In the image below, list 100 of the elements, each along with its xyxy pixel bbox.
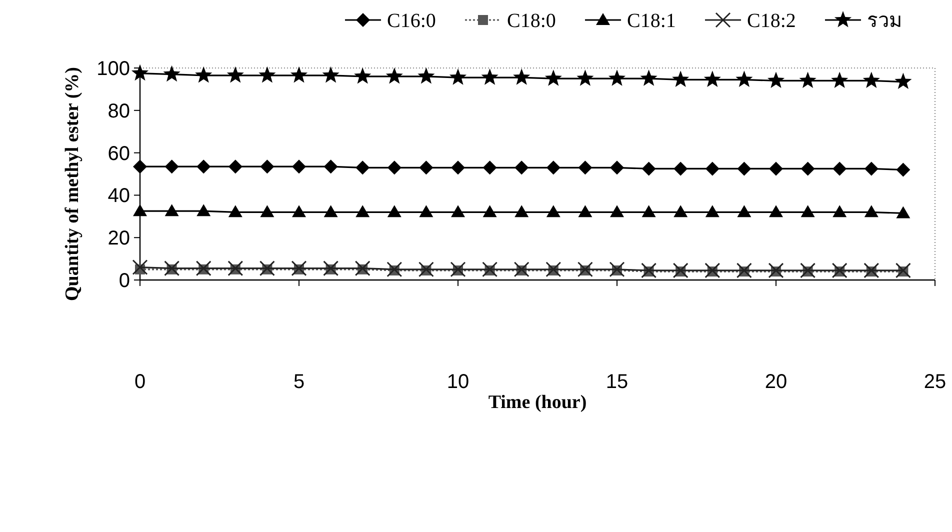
point [260,205,274,218]
point [832,205,847,218]
point [451,160,465,175]
x-tick-label: 10 [446,371,470,393]
point [736,70,753,87]
point [133,160,147,174]
point [672,262,688,278]
point [576,70,594,86]
point [800,205,815,218]
point [894,72,912,90]
point [164,160,179,174]
point [610,205,624,218]
point [832,162,847,176]
point [704,262,720,278]
y-tick-label: 100 [96,58,130,80]
point [482,262,498,278]
point [609,262,625,278]
point [514,262,530,278]
point [324,160,338,174]
point [449,68,467,85]
point [864,205,878,218]
point [705,162,720,176]
point [418,67,435,84]
point [514,160,529,175]
point [196,160,211,174]
point [290,66,308,83]
point [323,260,339,276]
point [386,67,403,84]
point [132,260,148,276]
point [705,205,720,218]
x-tick-label: 0 [134,371,146,393]
x-axis-title: Time (hour) [488,392,587,413]
point [896,206,910,218]
point [864,162,878,176]
point [164,260,180,276]
point [799,72,816,88]
point [546,160,560,175]
point [451,205,465,218]
point [324,205,338,218]
point [896,162,910,177]
point [736,262,752,278]
point [800,162,815,176]
point [513,68,530,85]
point [195,66,212,83]
point [514,205,529,218]
legend-label: รวม [867,10,902,32]
point [131,64,149,81]
point [356,160,370,175]
legend-label: C18:2 [747,10,796,32]
point [322,66,340,83]
point [737,162,752,176]
point [259,260,275,276]
legend-label: C18:1 [627,10,676,32]
point [163,65,180,82]
point [767,72,785,88]
point [164,204,179,216]
point [292,160,306,174]
point [228,205,242,218]
point [640,70,658,86]
x-tick-label: 25 [924,371,946,393]
point [546,205,560,218]
legend-label: C16:0 [387,10,436,32]
point [544,70,562,86]
point [769,205,783,218]
y-tick-label: 0 [118,270,130,292]
point [642,162,656,176]
point [642,205,656,218]
point [228,160,242,174]
legend-label: C18:0 [507,10,556,32]
point [228,260,244,276]
point [672,70,690,87]
point [546,262,562,278]
point [482,160,497,175]
point [418,262,434,278]
point [482,205,497,218]
point [291,260,307,276]
point [674,162,688,176]
point [769,162,783,176]
point [354,260,370,276]
point [419,205,434,218]
point [832,262,848,278]
point [196,204,211,216]
point [260,160,274,174]
point [862,72,880,88]
y-tick-label: 80 [108,100,130,122]
point [133,204,147,216]
point [196,260,212,276]
point [610,160,624,175]
y-tick-label: 40 [108,185,130,208]
point [356,205,370,218]
y-axis-title: Quantity of methyl ester (%) [62,67,83,301]
point [704,70,721,87]
point [258,66,276,83]
point [864,262,880,278]
point [641,262,657,278]
point [831,72,848,88]
point [895,262,911,278]
point [386,262,402,278]
x-tick-label: 15 [606,371,628,393]
point [800,262,816,278]
